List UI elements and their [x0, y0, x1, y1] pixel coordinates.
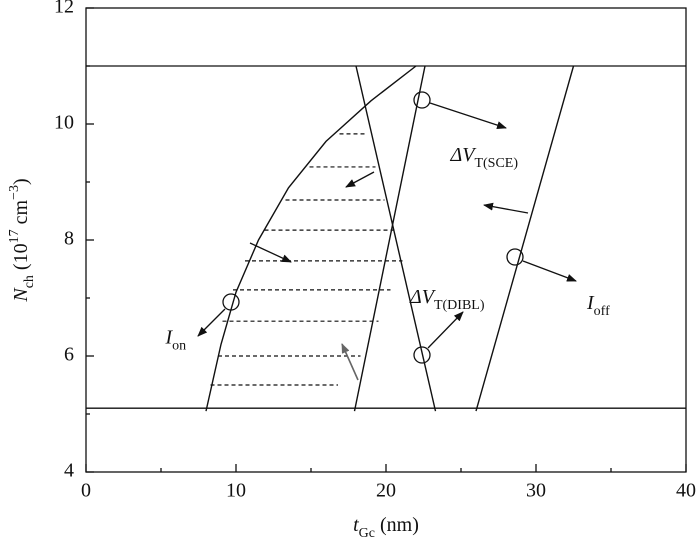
curve-label-name: ΔV: [450, 143, 478, 165]
x-axis-label-part: t: [353, 514, 359, 536]
curve: [475, 65, 575, 412]
y-tick-label: 10: [54, 112, 74, 134]
curve: [353, 65, 426, 412]
curve-label-subscript: T(DIBL): [434, 298, 485, 313]
arrow: [249, 242, 292, 263]
arrow: [483, 202, 529, 214]
curve-label-name: I: [165, 326, 174, 348]
arrow: [345, 171, 375, 188]
x-tick-label: 40: [676, 480, 696, 502]
curve-label: ΔVT(DIBL): [409, 286, 485, 313]
y-axis-label-part: ): [10, 178, 32, 185]
curve-label-subscript: T(SCE): [474, 156, 518, 171]
circle-marker: [413, 91, 431, 109]
y-tick-label: 12: [54, 0, 74, 18]
x-axis-label-part: (nm): [375, 514, 419, 536]
arrow: [197, 308, 226, 337]
curve-label: Ioff: [586, 291, 610, 318]
arrow: [341, 343, 359, 381]
y-axis-label-part: (10: [10, 243, 32, 275]
x-tick-label: 0: [81, 480, 91, 502]
y-axis-label: Nch (1017 cm−3): [7, 178, 37, 302]
curve-label-name: ΔV: [409, 286, 437, 308]
circle-marker: [413, 346, 431, 364]
y-axis-label-part: ch: [22, 275, 37, 288]
y-tick-label: 8: [64, 228, 74, 250]
curve-label-subscript: off: [594, 304, 610, 319]
curve: [355, 65, 437, 412]
annotation-markers: [197, 91, 577, 381]
curve: [205, 65, 417, 412]
arrow: [427, 311, 464, 349]
arrow: [429, 102, 507, 129]
arrow: [522, 260, 577, 282]
x-tick-label: 20: [376, 480, 396, 502]
y-tick-label: 6: [64, 344, 74, 366]
y-axis-label-part: cm: [10, 200, 32, 230]
curve-label: Ion: [165, 326, 187, 353]
x-axis-label: tGc (nm): [353, 514, 419, 541]
x-axis-label-part: Gc: [359, 526, 375, 541]
plot-area: 0 10 20 30 40 4 6 8 10 12 tGc (nm) Nch (1017 cm−3) I…: [7, 0, 696, 541]
circle-marker: [506, 248, 524, 266]
plot-frame: [85, 7, 687, 473]
y-axis-label-part: 17: [7, 229, 22, 243]
circle-marker: [222, 293, 240, 311]
y-axis-label-part: N: [10, 287, 32, 303]
y-axis-label-part: −3: [7, 185, 22, 200]
x-tick-label: 10: [226, 480, 246, 502]
curve-label: ΔVT(SCE): [450, 143, 519, 170]
y-tick-label: 4: [64, 460, 74, 482]
curve-label-subscript: on: [172, 338, 186, 353]
x-tick-label: 30: [526, 480, 546, 502]
curve-label-name: I: [586, 291, 595, 313]
